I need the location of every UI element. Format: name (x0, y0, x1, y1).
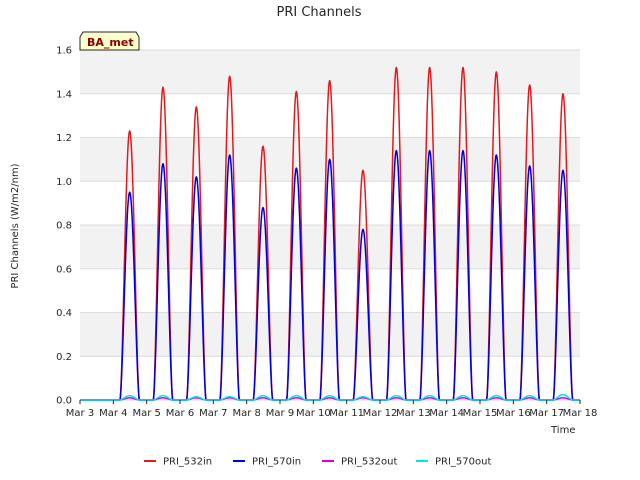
legend-item: PRI_532in (144, 457, 212, 468)
legend-label: PRI_532out (341, 457, 397, 468)
y-tick-label: 0.6 (56, 264, 72, 275)
x-tick-label: Mar 9 (266, 408, 294, 419)
x-tick-label: Mar 10 (296, 408, 331, 419)
y-tick-label: 0.0 (56, 396, 72, 407)
x-tick-label: Mar 6 (166, 408, 194, 419)
chart-title: PRI Channels (277, 5, 362, 20)
y-tick-label: 0.2 (56, 352, 72, 363)
x-tick-label: Mar 14 (429, 408, 464, 419)
legend-item: PRI_570in (233, 457, 301, 468)
y-axis-ticks: 0.0 0.2 0.4 0.6 0.8 1.0 1.2 1.4 1.6 (56, 46, 72, 407)
legend-item: PRI_532out (322, 457, 397, 468)
x-tick-label: Mar 15 (463, 408, 498, 419)
site-badge: BA_met (79, 31, 140, 51)
y-tick-label: 0.8 (56, 221, 72, 232)
x-tick-label: Mar 7 (199, 408, 227, 419)
y-axis-label: PRI Channels (W/m2/nm) (10, 163, 21, 288)
legend-label: PRI_570out (435, 457, 491, 468)
legend-item: PRI_570out (416, 457, 491, 468)
legend-label: PRI_570in (252, 457, 301, 468)
grid-lines (80, 49, 580, 401)
y-tick-label: 1.4 (56, 89, 72, 100)
y-tick-label: 1.2 (56, 133, 72, 144)
y-tick-label: 0.4 (56, 308, 72, 319)
x-tick-label: Mar 16 (496, 408, 531, 419)
legend: PRI_532in PRI_570in PRI_532out PRI_570out (144, 457, 491, 468)
x-tick-label: Mar 3 (66, 408, 94, 419)
badge-label: BA_met (87, 36, 134, 49)
x-tick-label: Mar 12 (363, 408, 398, 419)
badge-box (79, 31, 140, 51)
x-tick-label: Mar 17 (529, 408, 564, 419)
x-tick-label: Mar 13 (396, 408, 431, 419)
plot-band (80, 225, 580, 269)
plot-band (80, 312, 580, 357)
x-axis-ticks: Mar 3 Mar 4 Mar 5 Mar 6 Mar 7 Mar 8 Mar 9 Mar 1… (66, 400, 598, 419)
x-axis-label: Time (550, 425, 575, 436)
legend-label: PRI_532in (163, 457, 212, 468)
x-tick-label: Mar 4 (99, 408, 127, 419)
x-tick-label: Mar 11 (329, 408, 364, 419)
x-tick-label: Mar 18 (563, 408, 598, 419)
x-tick-label: Mar 5 (132, 408, 160, 419)
y-tick-label: 1.0 (56, 177, 72, 188)
y-tick-label: 1.6 (56, 46, 72, 57)
x-tick-label: Mar 8 (232, 408, 260, 419)
